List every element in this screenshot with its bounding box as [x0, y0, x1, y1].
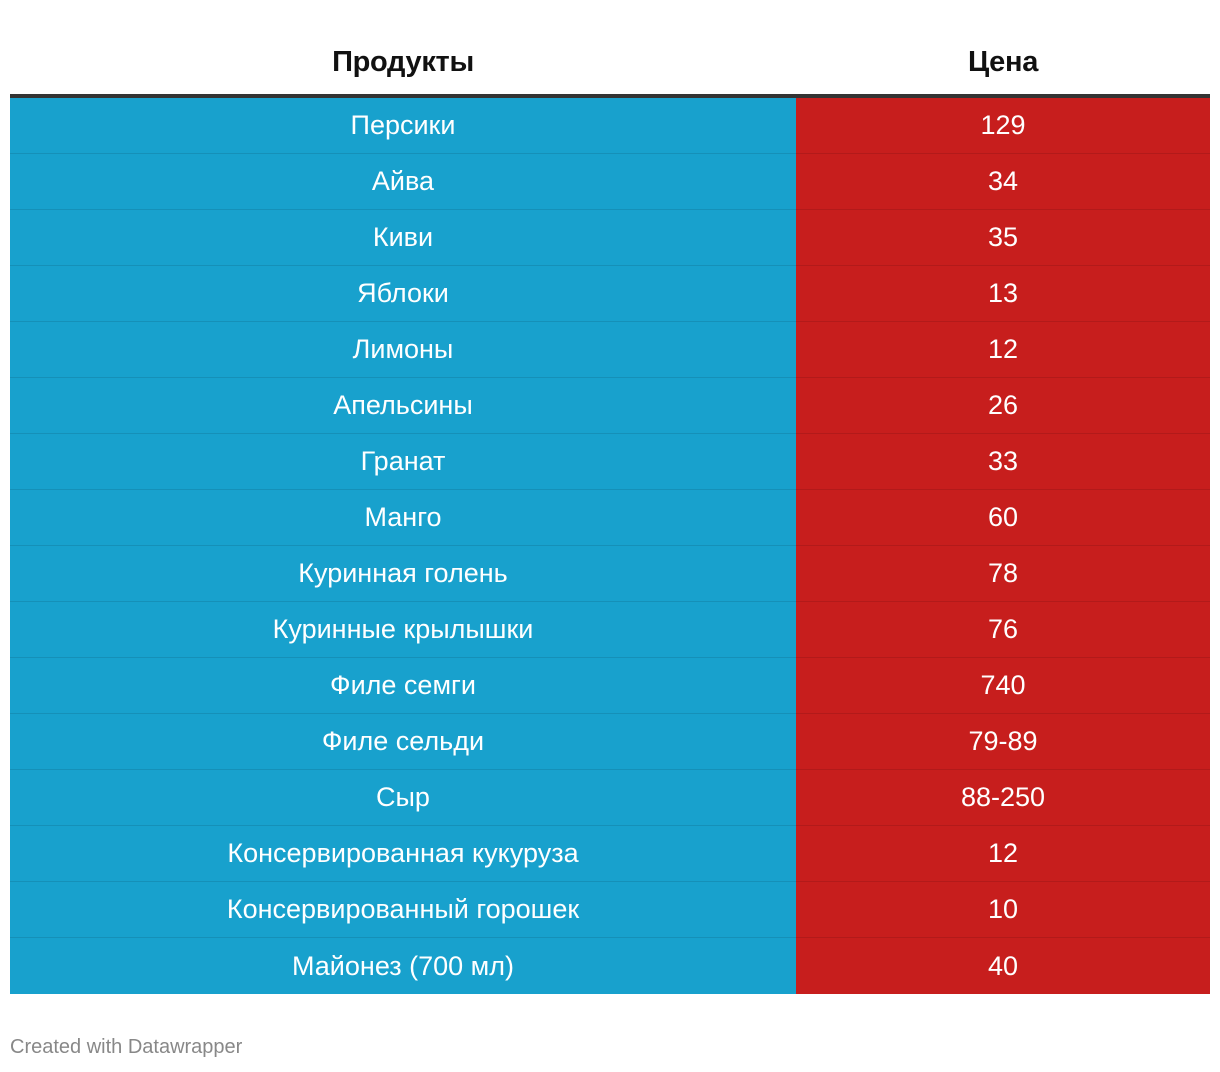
table-row: Киви 35 — [10, 210, 1210, 266]
price-cell: 79-89 — [796, 714, 1210, 770]
datawrapper-credit: Created with Datawrapper — [10, 1036, 243, 1058]
price-cell: 34 — [796, 154, 1210, 210]
table-row: Консервированный горошек 10 — [10, 882, 1210, 938]
product-cell: Консервированный горошек — [10, 882, 796, 938]
table-row: Куринные крылышки 76 — [10, 602, 1210, 658]
product-cell: Сыр — [10, 770, 796, 826]
price-cell: 78 — [796, 546, 1210, 602]
price-cell: 88-250 — [796, 770, 1210, 826]
product-cell: Киви — [10, 210, 796, 266]
table-row: Лимоны 12 — [10, 322, 1210, 378]
price-cell: 76 — [796, 602, 1210, 658]
table-row: Майонез (700 мл) 40 — [10, 938, 1210, 994]
table-row: Айва 34 — [10, 154, 1210, 210]
product-cell: Айва — [10, 154, 796, 210]
price-cell: 12 — [796, 322, 1210, 378]
table-row: Куринная голень 78 — [10, 546, 1210, 602]
product-cell: Яблоки — [10, 266, 796, 322]
price-cell: 33 — [796, 434, 1210, 490]
product-cell: Консервированная кукуруза — [10, 826, 796, 882]
product-cell: Гранат — [10, 434, 796, 490]
product-cell: Куринная голень — [10, 546, 796, 602]
product-cell: Майонез (700 мл) — [10, 938, 796, 994]
product-cell: Филе семги — [10, 658, 796, 714]
price-cell: 10 — [796, 882, 1210, 938]
product-cell: Персики — [10, 98, 796, 154]
table-row: Манго 60 — [10, 490, 1210, 546]
product-cell: Куринные крылышки — [10, 602, 796, 658]
price-cell: 13 — [796, 266, 1210, 322]
product-cell: Манго — [10, 490, 796, 546]
price-cell: 60 — [796, 490, 1210, 546]
price-cell: 740 — [796, 658, 1210, 714]
table-row: Филе семги 740 — [10, 658, 1210, 714]
table-body: Персики 129 Айва 34 Киви 35 Яблоки 13 Лимоны 12 Ап… — [10, 98, 1210, 994]
table-row: Сыр 88-250 — [10, 770, 1210, 826]
table-header-row: Продукты Цена — [10, 30, 1210, 98]
table-row: Апельсины 26 — [10, 378, 1210, 434]
product-cell: Лимоны — [10, 322, 796, 378]
table-row: Персики 129 — [10, 98, 1210, 154]
price-cell: 40 — [796, 938, 1210, 994]
price-cell: 12 — [796, 826, 1210, 882]
table-row: Консервированная кукуруза 12 — [10, 826, 1210, 882]
table-row: Яблоки 13 — [10, 266, 1210, 322]
table-row: Гранат 33 — [10, 434, 1210, 490]
price-cell: 35 — [796, 210, 1210, 266]
product-cell: Апельсины — [10, 378, 796, 434]
price-cell: 26 — [796, 378, 1210, 434]
price-table: Продукты Цена Персики 129 Айва 34 Киви 35 Ябло… — [10, 30, 1210, 994]
product-cell: Филе сельди — [10, 714, 796, 770]
column-header-price: Цена — [967, 45, 1039, 78]
price-cell: 129 — [796, 98, 1210, 154]
table-row: Филе сельди 79-89 — [10, 714, 1210, 770]
column-header-products: Продукты — [332, 45, 474, 78]
